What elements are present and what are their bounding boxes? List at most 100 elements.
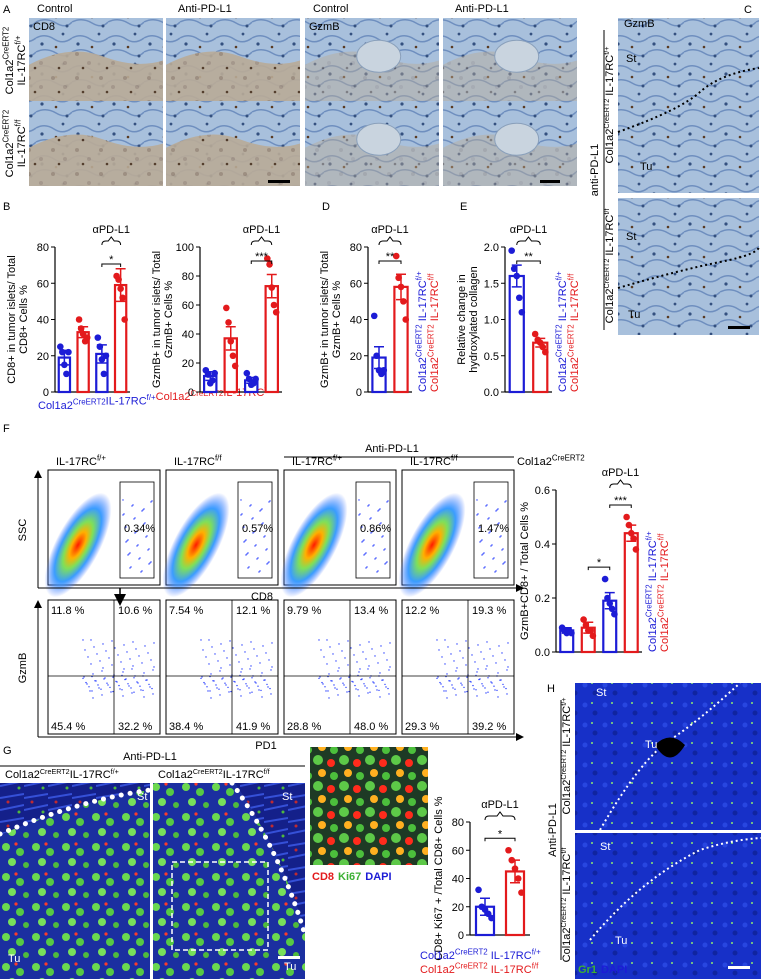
event bbox=[484, 687, 486, 689]
event bbox=[243, 526, 245, 528]
text-part: IL-17RC bbox=[604, 55, 616, 99]
region-label: Tu bbox=[645, 739, 657, 751]
panel-label: E bbox=[460, 201, 467, 213]
event bbox=[327, 690, 329, 692]
event bbox=[265, 549, 267, 551]
bracket bbox=[484, 811, 516, 821]
event bbox=[150, 501, 152, 503]
event bbox=[385, 562, 387, 564]
event bbox=[497, 508, 499, 510]
data-point bbox=[102, 352, 110, 360]
event bbox=[358, 499, 360, 501]
event bbox=[232, 647, 234, 649]
event bbox=[448, 680, 450, 682]
event bbox=[256, 558, 258, 560]
event bbox=[502, 548, 504, 550]
text-part: Col1a2 bbox=[659, 617, 671, 652]
event bbox=[503, 686, 505, 688]
event bbox=[346, 691, 348, 693]
event bbox=[201, 676, 203, 678]
data-point bbox=[264, 255, 271, 262]
pearl bbox=[494, 39, 540, 73]
event bbox=[261, 508, 263, 510]
event bbox=[205, 656, 207, 658]
event bbox=[82, 677, 84, 680]
event bbox=[353, 654, 355, 656]
data-point bbox=[57, 343, 64, 350]
treatment-label: Anti-PD-L1 bbox=[123, 751, 177, 763]
event bbox=[437, 676, 439, 678]
event bbox=[376, 571, 378, 573]
text-part: f/f bbox=[451, 454, 458, 463]
event bbox=[472, 684, 474, 687]
event bbox=[445, 690, 447, 692]
event bbox=[368, 504, 370, 506]
text-part: CreERT2 bbox=[567, 324, 576, 357]
event bbox=[261, 672, 263, 674]
event bbox=[148, 548, 150, 550]
event bbox=[105, 650, 107, 652]
event bbox=[385, 686, 387, 688]
event bbox=[341, 650, 343, 652]
event bbox=[241, 644, 243, 646]
density bbox=[162, 492, 230, 598]
event bbox=[442, 686, 444, 688]
event bbox=[248, 687, 250, 689]
event bbox=[226, 657, 228, 659]
event bbox=[252, 532, 254, 534]
text-part: f/+ bbox=[14, 35, 23, 44]
event bbox=[150, 561, 152, 563]
event bbox=[265, 652, 267, 654]
event bbox=[456, 667, 458, 669]
event bbox=[240, 671, 242, 673]
event bbox=[357, 689, 359, 691]
event bbox=[248, 566, 250, 568]
y-axis-label: GzmB+ in tumor islets/ Total bbox=[151, 251, 163, 388]
event bbox=[380, 522, 382, 524]
micrograph bbox=[575, 833, 761, 979]
event bbox=[270, 669, 272, 671]
event bbox=[384, 548, 386, 550]
event bbox=[499, 536, 501, 538]
event bbox=[143, 523, 145, 525]
event bbox=[369, 691, 371, 693]
event bbox=[500, 535, 502, 537]
significance-label: * bbox=[109, 254, 114, 266]
event bbox=[321, 681, 323, 684]
axis-label: PD1 bbox=[255, 740, 276, 752]
text-part: CreERT2 bbox=[193, 767, 223, 776]
event bbox=[481, 683, 483, 685]
data-point bbox=[100, 370, 108, 378]
data-point bbox=[627, 529, 635, 537]
data-point bbox=[505, 846, 512, 854]
column-header: Col1a2CreERT2IL-17RCf/+ bbox=[5, 767, 119, 781]
event bbox=[347, 640, 349, 642]
event bbox=[372, 681, 374, 683]
event bbox=[365, 658, 367, 660]
event bbox=[457, 678, 459, 680]
quadrant-percent: 48.0 % bbox=[354, 721, 388, 733]
column-header: IL-17RCf/+ bbox=[56, 454, 106, 468]
significance-line bbox=[378, 260, 402, 264]
event bbox=[380, 645, 382, 647]
event bbox=[84, 649, 86, 651]
event bbox=[263, 679, 265, 681]
data-point bbox=[63, 370, 70, 378]
event bbox=[375, 557, 377, 559]
significance-line bbox=[250, 260, 273, 264]
event bbox=[332, 653, 334, 655]
event bbox=[230, 690, 232, 693]
event bbox=[271, 666, 273, 668]
event bbox=[363, 554, 365, 556]
scale-bar bbox=[268, 180, 290, 183]
text-part: Col1a2 bbox=[604, 129, 616, 164]
event bbox=[271, 642, 273, 644]
channel-legend: Gr1 DAPI bbox=[578, 964, 627, 976]
event bbox=[338, 643, 340, 645]
quadrant-percent: 19.3 % bbox=[472, 605, 506, 617]
data-point bbox=[268, 284, 276, 291]
event bbox=[485, 505, 487, 507]
quadrant-percent: 45.4 % bbox=[51, 721, 85, 733]
column-header: IL-17RCf/f bbox=[410, 454, 458, 468]
